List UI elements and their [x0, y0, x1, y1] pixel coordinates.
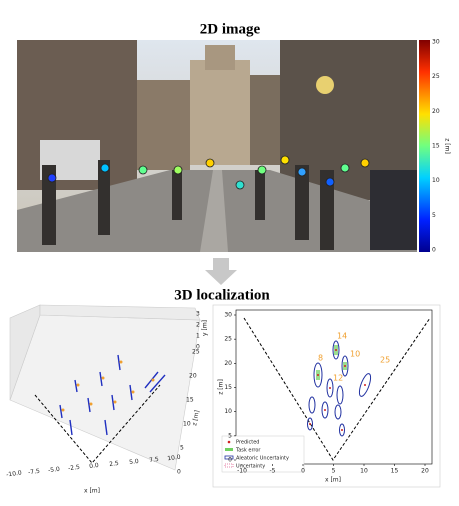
title: 2D image	[200, 21, 261, 37]
x-tick-label: 10.0	[167, 454, 181, 463]
annotation: 12	[333, 374, 343, 383]
x-tick-label: 0.0	[89, 462, 100, 470]
annotation: 25	[380, 356, 390, 365]
x-tick-label: -5	[270, 468, 276, 475]
y-tick-label: 1	[196, 333, 200, 340]
z-tick-label: 0	[177, 469, 181, 476]
z-axis-label: z [m]	[191, 410, 201, 427]
legend-label: Task error	[235, 448, 261, 454]
x-axis-label: x [m]	[325, 477, 341, 484]
x-tick-label: 20	[421, 468, 429, 475]
annotation: 8	[318, 354, 323, 363]
x-tick-label: 2.5	[109, 460, 120, 468]
colorbar-tick: 25	[432, 73, 440, 80]
z-tick-label: 5	[180, 445, 184, 452]
x-tick-label: -7.5	[28, 468, 41, 477]
colorbar-tick: 10	[432, 177, 440, 184]
legend-label: Aleatoric Uncertainty	[236, 456, 289, 462]
y-axis-label: z [m]	[218, 379, 225, 395]
plot-bev	[212, 304, 441, 488]
title: 3D localization	[174, 287, 270, 303]
x-tick-label: 5	[332, 468, 336, 475]
colorbar-tick: 20	[432, 108, 440, 115]
x-tick-label: 15	[391, 468, 399, 475]
arrow	[205, 258, 237, 285]
z-tick-label: 15	[186, 397, 194, 404]
z-tick-label: 20	[189, 373, 197, 380]
y-tick-label: 25	[224, 336, 232, 343]
legend-label: Uncertainty	[236, 464, 265, 470]
x-tick-label: -10	[237, 468, 247, 475]
photo	[17, 40, 417, 252]
plot-3d	[9, 304, 201, 471]
y-tick-label: 5	[228, 432, 232, 439]
annotation: 14	[337, 332, 347, 341]
colorbar	[419, 40, 430, 252]
y-axis-label: y [m]	[202, 320, 209, 336]
y-tick-label: 0	[196, 344, 200, 351]
z-tick-label: 10	[183, 421, 191, 428]
y-tick-label: 30	[224, 312, 232, 319]
x-tick-label: -5.0	[48, 466, 61, 475]
x-tick-label: 7.5	[149, 456, 160, 464]
x-tick-label: 5.0	[129, 458, 140, 466]
y-tick-label: 10	[224, 408, 232, 415]
y-tick-label: 2	[196, 322, 200, 329]
x-tick-label: 0	[301, 468, 305, 475]
x-tick-label: -2.5	[68, 464, 81, 473]
x-tick-label: -10.0	[6, 469, 23, 478]
colorbar-tick: 15	[432, 143, 440, 150]
y-tick-label: 20	[224, 360, 232, 367]
colorbar-tick: 30	[432, 39, 440, 46]
colorbar-tick: 5	[432, 212, 436, 219]
colorbar-tick: 0	[432, 247, 436, 254]
colorbar-label: z [m]	[444, 138, 451, 154]
y-tick-label: 15	[224, 384, 232, 391]
x-axis-label: x [m]	[84, 488, 100, 495]
annotation: 10	[350, 350, 360, 359]
y-tick-label: 0	[228, 457, 232, 464]
legend-label: Predicted	[236, 440, 259, 446]
y-tick-label: 3	[196, 311, 200, 318]
x-tick-label: 10	[360, 468, 368, 475]
z-tick-label: 25	[192, 349, 200, 356]
